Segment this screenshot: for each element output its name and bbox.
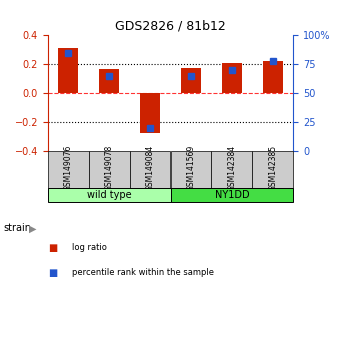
Text: wild type: wild type <box>87 190 131 200</box>
Text: GSM149084: GSM149084 <box>146 144 154 191</box>
Bar <box>99 69 119 93</box>
Bar <box>48 188 170 202</box>
Text: ■: ■ <box>48 243 57 253</box>
Text: NY1DD: NY1DD <box>214 190 249 200</box>
Text: ▶: ▶ <box>29 223 36 233</box>
Bar <box>89 152 130 188</box>
Bar <box>222 63 242 93</box>
Text: log ratio: log ratio <box>72 243 106 252</box>
Bar <box>181 68 201 93</box>
Title: GDS2826 / 81b12: GDS2826 / 81b12 <box>115 20 226 33</box>
Text: strain: strain <box>3 223 31 233</box>
Bar <box>170 188 293 202</box>
Text: GSM142384: GSM142384 <box>227 145 236 191</box>
Text: GSM141569: GSM141569 <box>187 144 195 191</box>
Bar <box>48 152 89 188</box>
Text: GSM149076: GSM149076 <box>64 144 73 191</box>
Text: GSM142385: GSM142385 <box>268 145 277 191</box>
Text: percentile rank within the sample: percentile rank within the sample <box>72 268 213 277</box>
Text: GSM149078: GSM149078 <box>105 144 114 191</box>
Bar <box>252 152 293 188</box>
Text: ■: ■ <box>48 268 57 278</box>
Bar <box>140 93 160 133</box>
Bar <box>211 152 252 188</box>
Bar <box>130 152 170 188</box>
Bar <box>58 48 78 93</box>
Bar <box>170 152 211 188</box>
Bar <box>263 61 283 93</box>
